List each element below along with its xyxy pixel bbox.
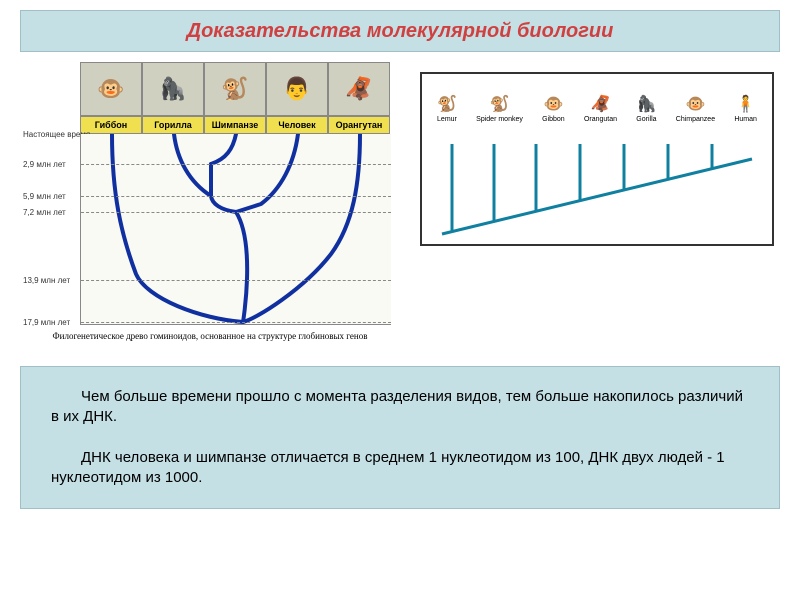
species-thumb: 👨 — [266, 62, 328, 116]
grid-line — [81, 280, 391, 281]
paragraph-2: ДНК человека и шимпанзе отличается в сре… — [51, 448, 749, 489]
grid-line — [81, 164, 391, 165]
slide-title: Доказательства молекулярной биологии — [187, 20, 614, 43]
species-label: Шимпанзе — [204, 116, 266, 134]
species-label: Орангутан — [328, 116, 390, 134]
grid-line — [81, 322, 391, 323]
cladogram: 🐒Lemur🐒Spider monkey🐵Gibbon🦧Orangutan🦍Go… — [420, 72, 774, 246]
tree-caption: Филогенетическое древо гоминоидов, основ… — [20, 331, 400, 341]
title-bar: Доказательства молекулярной биологии — [20, 10, 780, 52]
grid-line — [81, 212, 391, 213]
explanation-panel: Чем больше времени прошло с момента разд… — [20, 366, 780, 509]
species-thumb: 🐒 — [204, 62, 266, 116]
species-thumb: 🐵 — [80, 62, 142, 116]
phylo-tree: 🐵🦍🐒👨🦧 ГиббонГориллаШимпанзеЧеловекОрангу… — [20, 62, 400, 341]
species-thumb: 🦧 — [328, 62, 390, 116]
species-thumb: 🦍 — [142, 62, 204, 116]
paragraph-1: Чем больше времени прошло с момента разд… — [51, 387, 749, 428]
time-label: 2,9 млн лет — [23, 160, 66, 169]
time-label: 7,2 млн лет — [23, 208, 66, 217]
grid-line — [81, 196, 391, 197]
time-label: 13,9 млн лет — [23, 276, 70, 285]
time-label: 17,9 млн лет — [23, 318, 70, 327]
time-label: 5,9 млн лет — [23, 192, 66, 201]
diagrams-row: 🐵🦍🐒👨🦧 ГиббонГориллаШимпанзеЧеловекОрангу… — [0, 62, 800, 341]
species-label: Человек — [266, 116, 328, 134]
species-label: Горилла — [142, 116, 204, 134]
